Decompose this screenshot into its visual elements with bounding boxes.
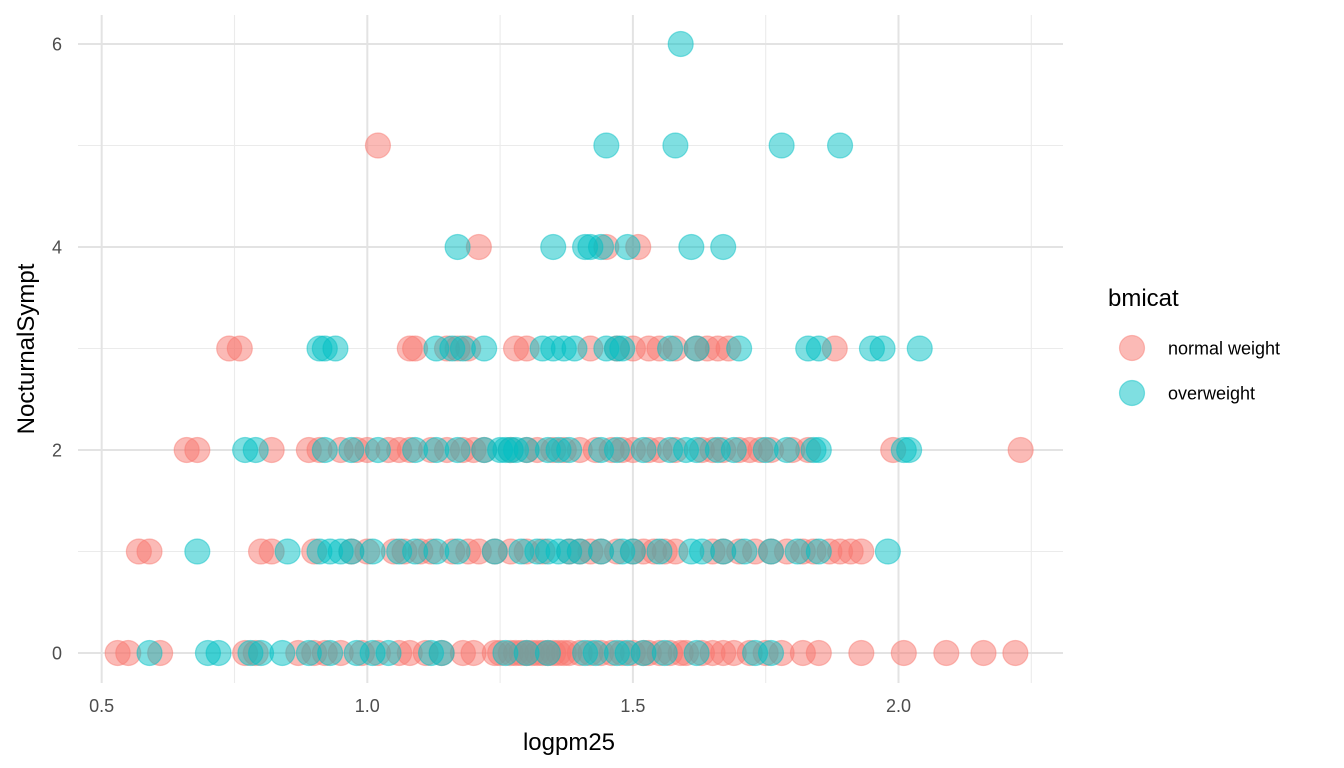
- point-overweight: [444, 436, 471, 464]
- point-overweight: [656, 335, 684, 362]
- point-overweight: [269, 639, 296, 667]
- y-tick-label: 0: [52, 644, 62, 664]
- point-overweight: [731, 538, 758, 565]
- point-overweight: [471, 335, 498, 362]
- point-overweight: [274, 538, 301, 565]
- point-normal-weight: [848, 538, 875, 565]
- y-tick-label: 6: [52, 35, 62, 55]
- x-axis-title: logpm25: [523, 729, 615, 756]
- point-overweight: [614, 233, 641, 261]
- point-overweight: [311, 436, 338, 464]
- point-overweight: [444, 233, 471, 261]
- x-axis-ticks: 0.5 1.0 1.5 2.0: [89, 696, 911, 716]
- legend-title: bmicat: [1108, 285, 1179, 312]
- point-overweight: [534, 639, 562, 667]
- legend-label: normal weight: [1168, 339, 1280, 359]
- point-overweight: [726, 335, 753, 362]
- point-overweight: [678, 233, 705, 261]
- point-overweight: [184, 538, 211, 565]
- point-overweight: [826, 132, 854, 159]
- point-overweight: [683, 335, 710, 362]
- point-overweight: [603, 436, 631, 464]
- point-overweight: [662, 132, 689, 159]
- point-overweight: [805, 436, 832, 464]
- point-overweight: [428, 639, 455, 667]
- point-normal-weight: [848, 639, 875, 667]
- point-overweight: [540, 233, 567, 261]
- point-normal-weight: [1007, 436, 1034, 464]
- point-overweight: [619, 538, 647, 565]
- point-overweight: [683, 639, 710, 667]
- point-overweight: [322, 335, 349, 362]
- point-overweight: [338, 436, 365, 464]
- point-normal-weight: [136, 538, 163, 565]
- y-axis-title: NocturnalSympt: [13, 263, 40, 434]
- point-overweight: [359, 538, 386, 565]
- point-overweight: [609, 335, 636, 362]
- point-overweight: [869, 335, 896, 362]
- point-overweight: [906, 335, 933, 362]
- point-overweight: [720, 436, 747, 464]
- point-overweight: [375, 639, 402, 667]
- y-axis-ticks: 0 2 4 6: [52, 35, 62, 664]
- point-overweight: [593, 132, 620, 159]
- point-overweight: [805, 335, 832, 362]
- point-overweight: [651, 639, 678, 667]
- point-overweight: [136, 639, 163, 667]
- x-tick-label: 0.5: [89, 696, 114, 716]
- point-overweight: [317, 639, 344, 667]
- data-points: [104, 30, 1034, 667]
- point-overweight: [587, 233, 615, 261]
- point-overweight: [757, 538, 785, 565]
- legend-key-overweight: [1118, 379, 1146, 407]
- point-overweight: [805, 538, 832, 565]
- point-overweight: [630, 436, 657, 464]
- legend: bmicat normal weight overweight: [1108, 285, 1280, 407]
- point-overweight: [710, 233, 737, 261]
- point-overweight: [242, 436, 269, 464]
- point-overweight: [481, 538, 508, 565]
- point-normal-weight: [364, 132, 392, 159]
- point-overweight: [896, 436, 923, 464]
- point-overweight: [556, 436, 583, 464]
- point-overweight: [364, 436, 392, 464]
- point-normal-weight: [184, 436, 211, 464]
- y-tick-label: 4: [52, 238, 62, 258]
- point-overweight: [646, 538, 673, 565]
- point-normal-weight: [933, 639, 960, 667]
- point-overweight: [874, 538, 901, 565]
- point-overweight: [768, 132, 795, 159]
- point-overweight: [773, 436, 801, 464]
- point-overweight: [205, 639, 232, 667]
- point-normal-weight: [805, 639, 832, 667]
- point-overweight: [757, 639, 785, 667]
- legend-label: overweight: [1168, 384, 1255, 404]
- x-tick-label: 1.5: [620, 696, 645, 716]
- point-normal-weight: [890, 639, 917, 667]
- point-overweight: [667, 30, 694, 58]
- point-normal-weight: [1002, 639, 1029, 667]
- x-tick-label: 1.0: [355, 696, 380, 716]
- x-tick-label: 2.0: [886, 696, 911, 716]
- point-overweight: [561, 335, 588, 362]
- point-normal-weight: [226, 335, 253, 362]
- legend-key-normal-weight: [1118, 334, 1146, 362]
- point-normal-weight: [970, 639, 997, 667]
- y-tick-label: 2: [52, 441, 62, 461]
- point-overweight: [444, 538, 471, 565]
